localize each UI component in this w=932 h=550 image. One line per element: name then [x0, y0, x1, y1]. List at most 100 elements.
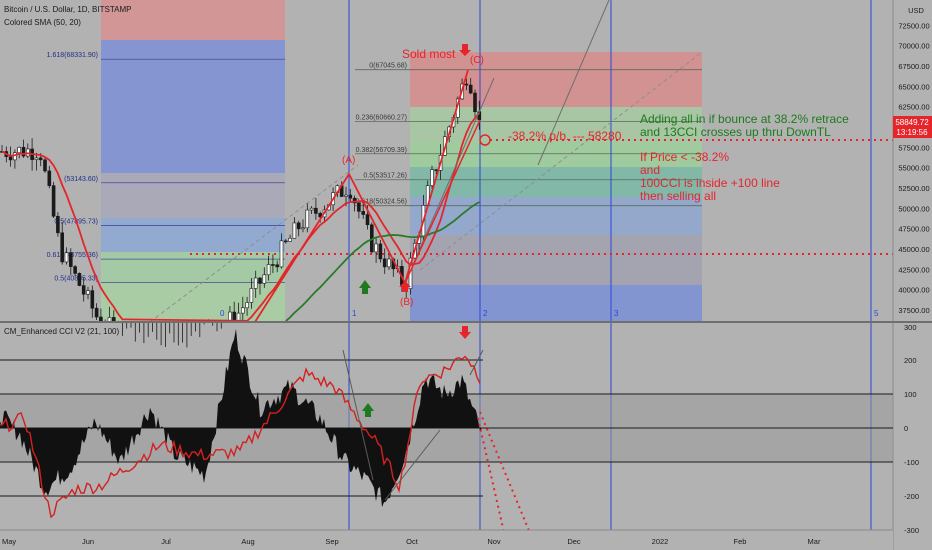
- time-tick-label: Sep: [325, 537, 338, 546]
- dashed-trendline-1: [149, 164, 359, 323]
- candle: [94, 303, 99, 321]
- chart-title: Bitcoin / U.S. Dollar, 1D, BITSTAMP: [4, 5, 131, 14]
- candle: [90, 285, 95, 318]
- chart-header: Bitcoin / U.S. Dollar, 1D, BITSTAMP Colo…: [4, 5, 131, 27]
- cci-trendlines: [342, 349, 484, 501]
- cci-sell-arrow-icon: [459, 326, 471, 339]
- candle: [266, 255, 271, 281]
- candle: [34, 152, 39, 171]
- cci-projection-1: [479, 411, 538, 550]
- fib-right-level-label: 0.236(60660.27): [356, 115, 407, 122]
- vline-label-5: 5: [874, 309, 879, 318]
- time-tick-label: Oct: [406, 537, 419, 546]
- candle: [81, 277, 86, 302]
- price-tick-label: 42500.00: [898, 265, 929, 274]
- green-sma-line: [285, 201, 480, 322]
- candle: [309, 206, 314, 214]
- time-tick-label: Jun: [82, 537, 94, 546]
- fib-boxes-right: [410, 52, 702, 322]
- candle: [245, 296, 249, 316]
- time-tick-label: Nov: [487, 537, 501, 546]
- cci-tick-label: 100: [904, 390, 917, 399]
- vline-label-0: 0: [220, 309, 225, 318]
- candle: [430, 165, 434, 189]
- cci-tick-label: -300: [904, 526, 919, 535]
- cci-pane: CM_Enhanced CCI V2 (21, 100): [0, 326, 893, 550]
- fib-right-level-label: 0(67045.68): [369, 63, 407, 70]
- time-axis[interactable]: May Jun Jul Aug Sep Oct Nov Dec 2022 Feb Mar: [0, 529, 893, 550]
- price-axis[interactable]: USD 58849.72 13:19:56 37500.00 40000.00 42…: [892, 0, 932, 550]
- dashed-trendline-2: [419, 51, 703, 271]
- fib-right-level-label: 0.618(50324.56): [356, 199, 407, 206]
- candle: [468, 78, 473, 95]
- last-price-value: 58849.72: [895, 118, 929, 127]
- price-tick-label: 45000.00: [898, 245, 929, 254]
- price-annotations: Sold most (C) (A) (B) -38.2% p/b. --- 58…: [342, 44, 849, 308]
- cci-title: CM_Enhanced CCI V2 (21, 100): [4, 327, 120, 336]
- time-tick-label: Feb: [734, 537, 747, 546]
- candle: [43, 156, 47, 173]
- candle: [262, 267, 267, 288]
- candle: [301, 219, 305, 233]
- candle: [241, 296, 245, 322]
- candle: [77, 272, 82, 287]
- sell-arrow-icon: [459, 44, 471, 56]
- red-note-line4: then selling all: [640, 189, 716, 203]
- price-tick-label: 55000.00: [898, 164, 929, 173]
- price-tick-label: 52500.00: [898, 184, 929, 193]
- candle: [352, 195, 357, 212]
- price-tick-label: 57500.00: [898, 143, 929, 152]
- price-tick-label: 37500.00: [898, 306, 929, 315]
- currency-label: USD: [908, 6, 924, 15]
- fib-level-lines: 1.618(68331.90)(53143.60)0.5(47895.73)0.…: [47, 52, 702, 283]
- candle: [382, 248, 387, 274]
- vline-label-3: 3: [614, 309, 619, 318]
- candle: [86, 286, 90, 300]
- candle: [296, 220, 301, 237]
- cci-projection-2: [477, 417, 509, 550]
- indicator-label: Colored SMA (50, 20): [4, 18, 81, 27]
- candle: [357, 200, 361, 219]
- candle: [69, 248, 73, 276]
- wave-c-label: (C): [470, 55, 484, 66]
- cci-axis[interactable]: 300 200 100 0 -100 -200 -300: [904, 323, 919, 535]
- price-tick-label: 50000.00: [898, 204, 929, 213]
- red-note-line2: and: [640, 163, 660, 177]
- green-note-line2: and 13CCI crosses up thru DownTL: [640, 125, 831, 139]
- time-tick-label: Jul: [161, 537, 171, 546]
- wave-b-arrow-icon: [399, 281, 411, 292]
- candle: [17, 146, 22, 159]
- vline-label-1: 1: [352, 309, 357, 318]
- price-tick-label: 65000.00: [898, 82, 929, 91]
- sold-most-label: Sold most: [402, 47, 456, 61]
- cci-tick-label: -200: [904, 492, 919, 501]
- time-tick-label: May: [2, 537, 16, 546]
- fib-boxes-left: [101, 0, 285, 322]
- candle: [288, 234, 292, 242]
- cci-tick-label: 200: [904, 356, 917, 365]
- cci-histogram-area: [0, 328, 482, 508]
- fib-left-level-label: (53143.60): [64, 176, 98, 183]
- wave-b-label: (B): [400, 297, 413, 308]
- price-tick-label: 40000.00: [898, 286, 929, 295]
- countdown-timer: 13:19:56: [896, 128, 928, 137]
- candle: [253, 270, 258, 298]
- candle: [374, 237, 378, 263]
- candle: [47, 165, 52, 189]
- fib-right-level-label: 0.382(56709.39): [356, 147, 407, 154]
- candle: [292, 217, 297, 239]
- red-note-line3: 100CCI is inside +100 line: [640, 176, 780, 190]
- candle: [60, 222, 65, 265]
- cci-buy-arrow-icon: [362, 403, 374, 417]
- price-tick-label: 47500.00: [898, 225, 929, 234]
- candle: [275, 260, 280, 273]
- candle: [361, 200, 366, 219]
- buy-arrow-icon: [359, 280, 371, 294]
- time-tick-label: Aug: [241, 537, 254, 546]
- price-tick-label: 67500.00: [898, 62, 929, 71]
- candle: [51, 181, 56, 219]
- cci-tick-label: 300: [904, 323, 917, 332]
- cci-tick-label: 0: [904, 424, 908, 433]
- candle: [464, 78, 469, 91]
